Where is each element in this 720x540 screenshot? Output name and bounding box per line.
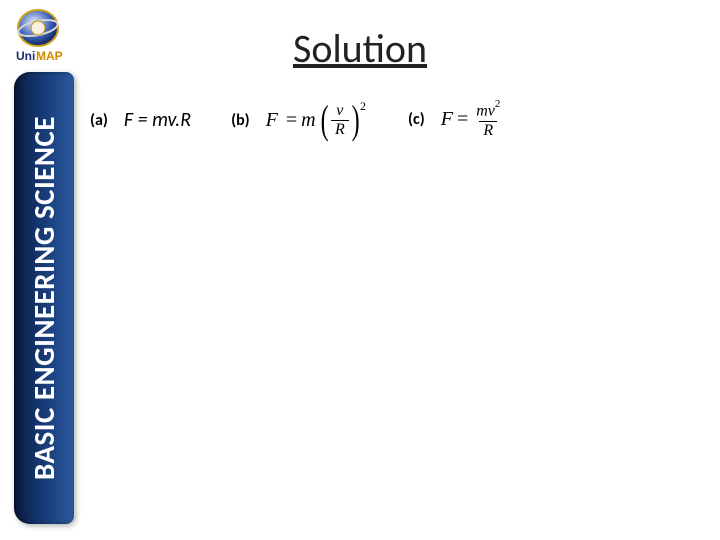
formula-c-fraction: mv2 R: [472, 101, 504, 138]
formula-c-denominator: R: [479, 121, 497, 139]
left-paren-icon: (: [320, 100, 328, 140]
equals-sign: =: [457, 108, 468, 131]
solution-part-b: (b) F = m ( v R ) 2: [231, 100, 408, 140]
formula-b-coef: m: [301, 109, 315, 132]
page-title: Solution: [0, 24, 720, 73]
formula-b: F = m ( v R ) 2: [260, 100, 408, 140]
sidebar: BASIC ENGINEERING SCIENCE: [14, 72, 74, 524]
formula-c-num-text: mv: [476, 103, 495, 120]
formula-c-numerator: mv2: [472, 101, 504, 120]
part-c-label: (c): [408, 110, 425, 129]
formula-c: F = mv2 R: [435, 101, 505, 138]
formula-b-denominator: R: [331, 120, 349, 138]
slide: Uni MAP BASIC ENGINEERING SCIENCE Soluti…: [0, 0, 720, 540]
formula-a: F = mv.R: [118, 108, 231, 132]
formula-b-paren: ( v R ) 2: [318, 100, 368, 140]
formula-b-lhs: F: [266, 109, 278, 132]
right-paren-icon: ): [351, 100, 359, 140]
part-b-label: (b): [231, 111, 250, 130]
formula-c-num-exp: 2: [495, 98, 501, 110]
equals-sign: =: [286, 109, 297, 132]
solution-part-c: (c) F = mv2 R: [408, 101, 504, 138]
sidebar-title: BASIC ENGINEERING SCIENCE: [26, 116, 62, 480]
solution-part-a: (a) F = mv.R: [90, 108, 231, 132]
formula-b-exponent: 2: [360, 99, 366, 114]
formula-c-lhs: F: [441, 108, 453, 131]
formula-b-numerator: v: [332, 103, 347, 120]
part-a-label: (a): [90, 111, 108, 130]
formula-b-fraction: v R: [331, 103, 349, 138]
content-row: (a) F = mv.R (b) F = m ( v R ) 2: [90, 100, 710, 140]
